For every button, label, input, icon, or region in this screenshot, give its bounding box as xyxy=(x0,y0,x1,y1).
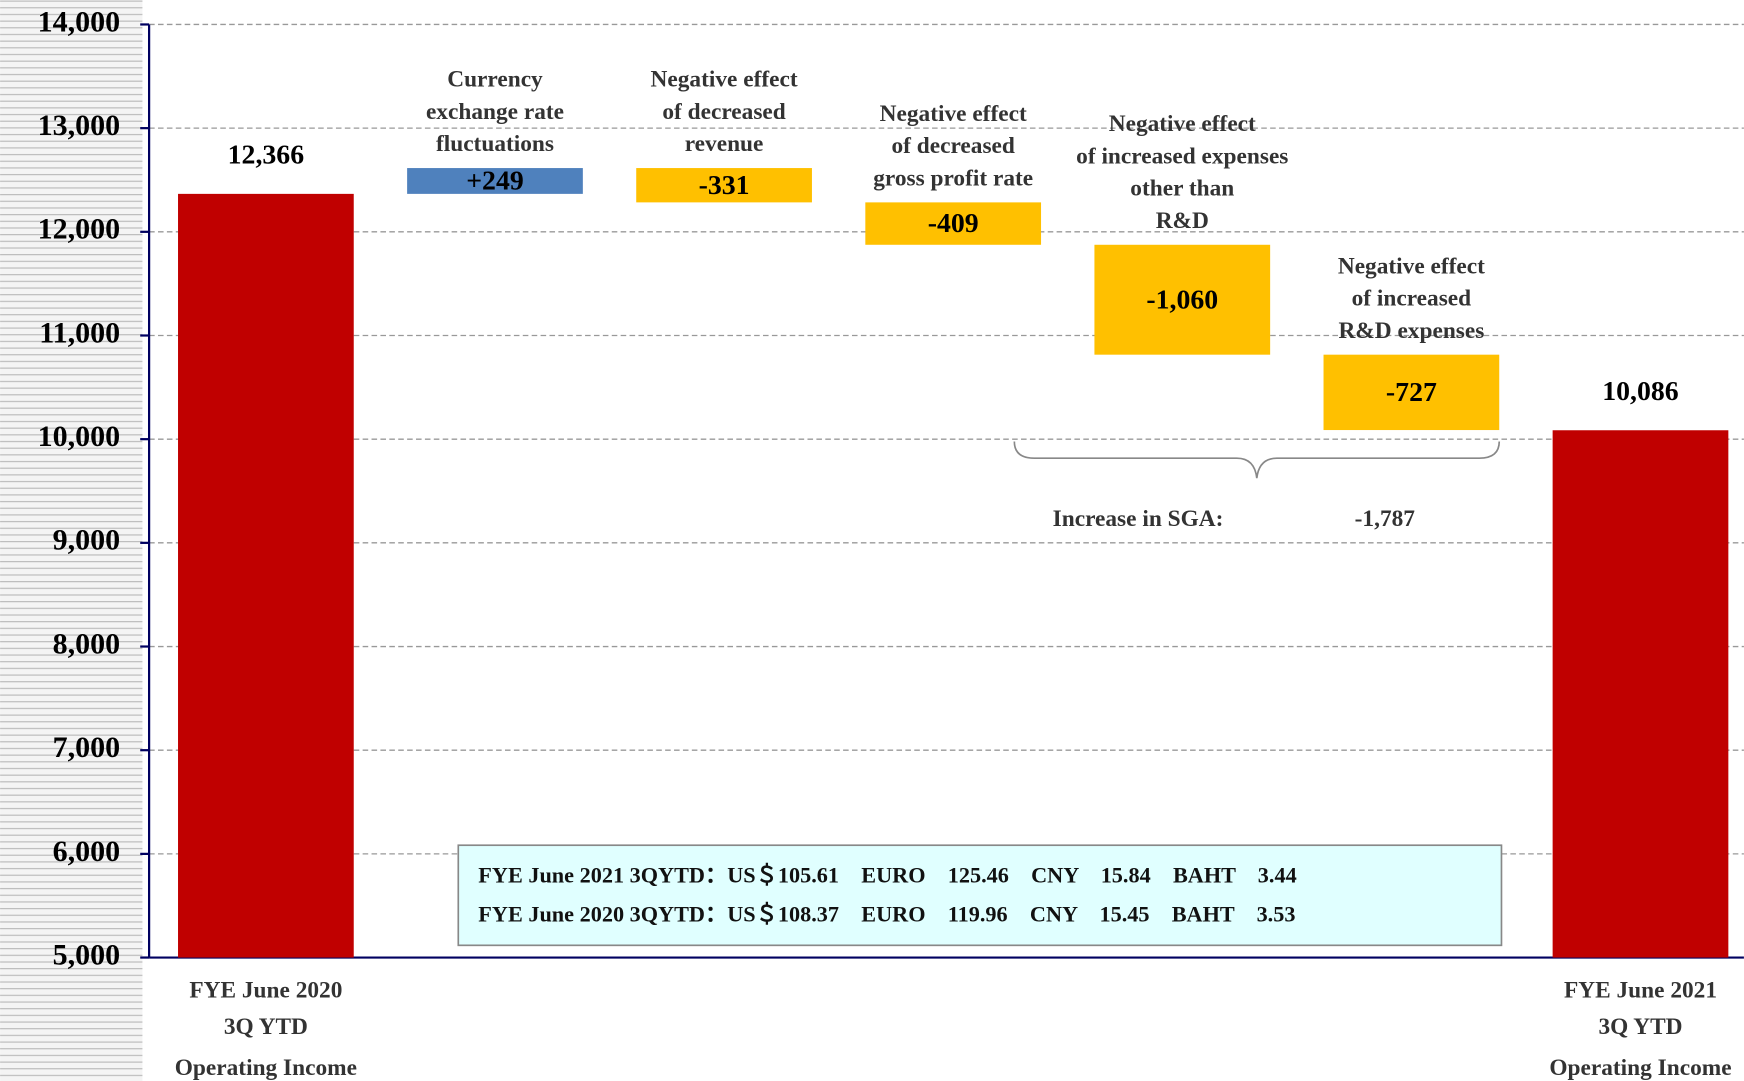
note-line: FYE June 2020 3QYTD：US＄108.37 EURO 119.9… xyxy=(478,901,1295,927)
bar xyxy=(1323,354,1500,431)
category-label: 3Q YTD xyxy=(224,1014,308,1040)
value-label: -727 xyxy=(1386,377,1437,408)
category-label: 3Q YTD xyxy=(1598,1014,1682,1040)
note-background xyxy=(457,844,1503,947)
value-label: 10,086 xyxy=(1602,376,1679,407)
category-label: exchange rate xyxy=(426,99,564,125)
value-label: -331 xyxy=(699,170,750,201)
category-label: of increased expenses xyxy=(1076,143,1288,169)
bar xyxy=(1094,244,1271,355)
category-label: R&D expenses xyxy=(1338,318,1484,344)
category-label: Currency xyxy=(447,67,543,93)
y-tick-label: 6,000 xyxy=(53,835,121,868)
value-label: -409 xyxy=(928,208,979,239)
y-tick-label: 11,000 xyxy=(39,316,120,349)
category-label: other than xyxy=(1130,176,1234,202)
bar xyxy=(865,202,1042,245)
side-decoration xyxy=(0,0,143,1081)
category-label: Operating Income xyxy=(1549,1055,1731,1081)
value-label: -1,060 xyxy=(1146,284,1218,315)
value-label: 12,366 xyxy=(228,140,305,171)
y-tick-label: 9,000 xyxy=(53,524,121,557)
y-tick-label: 5,000 xyxy=(53,938,121,971)
y-tick-label: 8,000 xyxy=(53,627,121,660)
category-label: Negative effect xyxy=(1109,111,1256,137)
category-label: FYE June 2021 xyxy=(1564,977,1717,1003)
bar xyxy=(636,168,812,203)
annotation-text: Increase in SGA: xyxy=(1053,506,1224,532)
category-label: Negative effect xyxy=(1338,253,1485,279)
category-label: FYE June 2020 xyxy=(189,977,342,1003)
category-label: of decreased xyxy=(662,99,785,125)
category-label: Negative effect xyxy=(880,101,1027,127)
category-label: gross profit rate xyxy=(873,165,1033,191)
category-label: of increased xyxy=(1352,286,1472,312)
annotation-value: -1,787 xyxy=(1355,506,1416,532)
category-label: Negative effect xyxy=(651,67,798,93)
bar xyxy=(178,193,354,958)
brace xyxy=(1013,441,1501,479)
note-line: FYE June 2021 3QYTD：US＄105.61 EURO 125.4… xyxy=(478,862,1296,888)
value-label: +249 xyxy=(466,166,524,197)
bar xyxy=(1552,430,1729,958)
category-label: Operating Income xyxy=(175,1055,357,1081)
bar xyxy=(407,168,583,194)
note-box: FYE June 2021 3QYTD：US＄105.61 EURO 125.4… xyxy=(457,844,1503,947)
y-tick-label: 7,000 xyxy=(53,731,121,764)
category-label: of decreased xyxy=(891,133,1014,159)
category-label: fluctuations xyxy=(436,131,554,157)
category-label: R&D xyxy=(1156,208,1209,234)
y-tick-label: 10,000 xyxy=(38,420,121,453)
category-label: revenue xyxy=(685,131,764,157)
y-tick-label: 14,000 xyxy=(38,5,121,38)
y-tick-label: 13,000 xyxy=(38,109,121,142)
y-tick-label: 12,000 xyxy=(38,213,121,246)
